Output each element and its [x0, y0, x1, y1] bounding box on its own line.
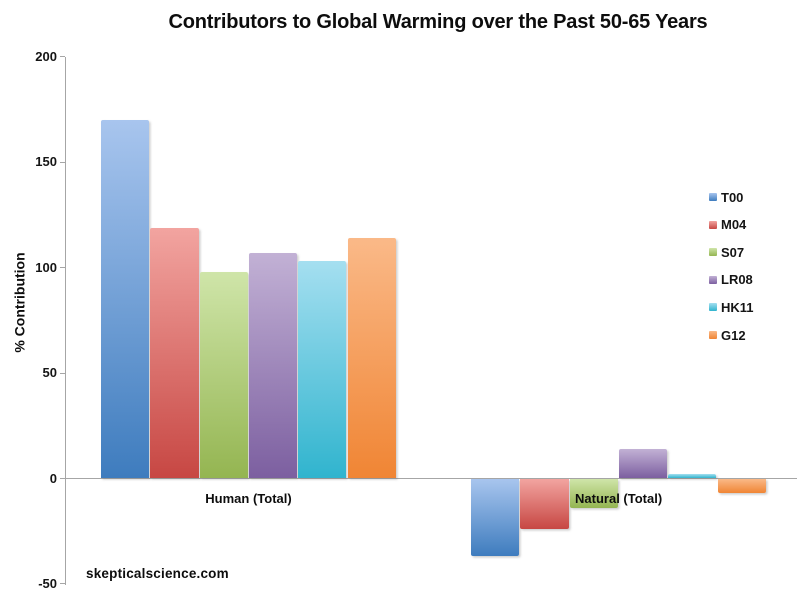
- bar-lr08-natural: [618, 448, 668, 479]
- chart-title: Contributors to Global Warming over the …: [168, 11, 708, 33]
- legend-label-hk11: HK11: [721, 299, 754, 315]
- legend-item-lr08: LR08: [709, 272, 753, 288]
- bar-hk11-human: [298, 261, 347, 479]
- y-tick-label-100: 100: [35, 259, 57, 275]
- legend-label-t00: T00: [721, 189, 744, 205]
- category-label-natural: Natural (Total): [575, 491, 663, 506]
- y-tick-label-0: 0: [49, 470, 57, 486]
- bar-g12-human: [347, 238, 396, 479]
- legend-label-lr08: LR08: [721, 272, 753, 288]
- watermark-skepticalscience: skepticalscience.com: [86, 566, 229, 581]
- legend-label-m04: M04: [721, 217, 747, 233]
- y-tick-label--50: -50: [38, 575, 57, 591]
- legend-item-m04: M04: [709, 217, 747, 233]
- y-tick-label-150: 150: [35, 154, 57, 170]
- legend-marker-s07: [709, 248, 717, 257]
- legend-marker-m04: [709, 220, 717, 229]
- bar-g12-natural: [717, 478, 766, 494]
- bar-s07-human: [199, 271, 248, 479]
- y-tick--50: [60, 583, 65, 585]
- bar-m04-human: [150, 227, 199, 479]
- y-tick-label-50: 50: [42, 365, 57, 381]
- category-label-human: Human (Total): [205, 491, 292, 506]
- legend-label-s07: S07: [721, 244, 745, 260]
- legend-marker-hk11: [709, 303, 717, 312]
- legend-item-s07: S07: [709, 244, 745, 260]
- legend-item-hk11: HK11: [709, 299, 754, 315]
- y-tick-50: [60, 372, 65, 374]
- legend-marker-g12: [709, 331, 717, 339]
- bar-hk11-natural: [668, 474, 717, 479]
- legend-item-t00: T00: [709, 189, 744, 205]
- y-tick-150: [60, 161, 65, 163]
- bar-t00-natural: [471, 478, 520, 557]
- y-tick-0: [60, 478, 65, 479]
- y-tick-200: [60, 56, 65, 58]
- y-tick-100: [60, 267, 65, 269]
- legend-label-g12: G12: [721, 327, 746, 343]
- legend-marker-lr08: [709, 275, 717, 284]
- bar-t00-human: [101, 120, 150, 479]
- zero-baseline: [65, 478, 797, 479]
- bar-s07-natural: [569, 478, 618, 508]
- y-tick-label-200: 200: [35, 48, 57, 64]
- bar-m04-natural: [520, 478, 569, 530]
- y-axis-title: % Contribution: [11, 252, 28, 353]
- y-axis-line: [65, 57, 66, 585]
- legend-marker-t00: [709, 193, 717, 201]
- legend-item-g12: G12: [709, 327, 746, 343]
- bar-lr08-human: [248, 252, 298, 479]
